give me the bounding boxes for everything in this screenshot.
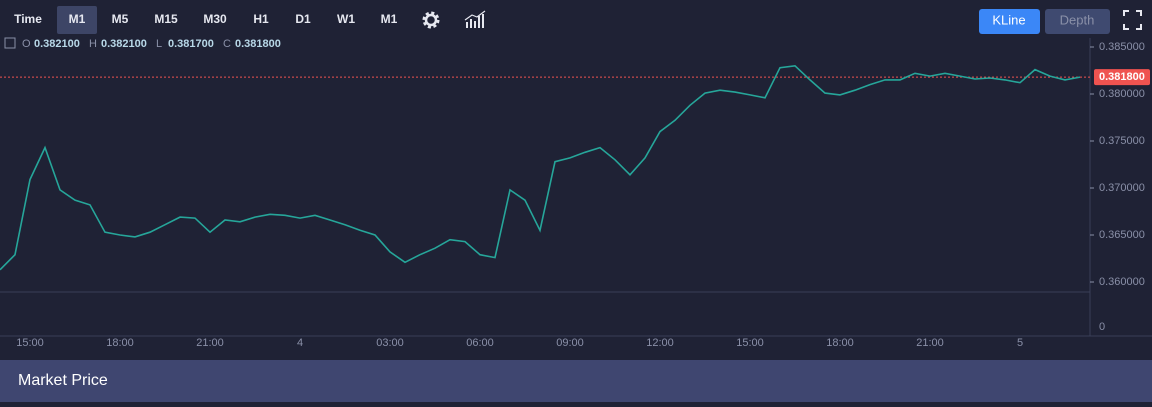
footer-title: Market Price [18, 372, 108, 389]
footer-bar [0, 360, 1152, 402]
x-tick-label: 18:00 [826, 337, 854, 349]
ohlc-value: 0.381700 [168, 38, 214, 50]
ohlc-value: 0.382100 [34, 38, 80, 50]
ohlc-label: H [89, 38, 97, 50]
fullscreen-icon[interactable] [1123, 10, 1142, 30]
period-button[interactable]: M15 [154, 12, 178, 26]
x-tick-label: 15:00 [16, 337, 44, 349]
y-tick-label: 0.360000 [1099, 276, 1145, 288]
period-button[interactable]: M30 [203, 12, 227, 26]
period-button[interactable]: W1 [337, 12, 355, 26]
y-tick-label: 0.380000 [1099, 88, 1145, 100]
x-tick-label: 09:00 [556, 337, 584, 349]
ohlc-value: 0.381800 [235, 38, 281, 50]
y-tick-label: 0.370000 [1099, 182, 1145, 194]
x-tick-label: 4 [297, 337, 303, 349]
view-button[interactable]: KLine [992, 12, 1025, 27]
x-tick-label: 5 [1017, 337, 1023, 349]
period-button[interactable]: D1 [295, 12, 311, 26]
x-tick-label: 21:00 [916, 337, 944, 349]
settings-icon[interactable] [422, 11, 440, 29]
expand-icon[interactable] [4, 37, 16, 49]
y-tick-label: 0.385000 [1099, 41, 1145, 53]
price-line [0, 64, 1081, 271]
period-button[interactable]: M1 [381, 12, 398, 26]
y-tick-label: 0.365000 [1099, 229, 1145, 241]
x-tick-label: 06:00 [466, 337, 494, 349]
period-button[interactable]: H1 [253, 12, 269, 26]
volume-tick-label: 0 [1099, 321, 1105, 333]
ohlc-label: L [156, 38, 162, 50]
x-tick-label: 12:00 [646, 337, 674, 349]
x-tick-label: 03:00 [376, 337, 404, 349]
last-price-label: 0.381800 [1099, 71, 1145, 83]
last-price-tag [1094, 69, 1150, 86]
view-button[interactable]: Depth [1060, 12, 1095, 27]
ohlc-label: C [223, 38, 231, 50]
period-button[interactable]: Time [14, 12, 42, 26]
ohlc-label: O [22, 38, 31, 50]
kline-button[interactable] [979, 9, 1040, 34]
x-tick-label: 18:00 [106, 337, 134, 349]
ohlc-value: 0.382100 [101, 38, 147, 50]
period-button[interactable]: M5 [112, 12, 129, 26]
y-tick-label: 0.375000 [1099, 135, 1145, 147]
active-period [57, 6, 97, 34]
depth-button[interactable] [1045, 9, 1110, 34]
period-button[interactable]: M1 [69, 12, 86, 26]
x-tick-label: 15:00 [736, 337, 764, 349]
indicator-icon[interactable] [464, 10, 486, 28]
x-tick-label: 21:00 [196, 337, 224, 349]
